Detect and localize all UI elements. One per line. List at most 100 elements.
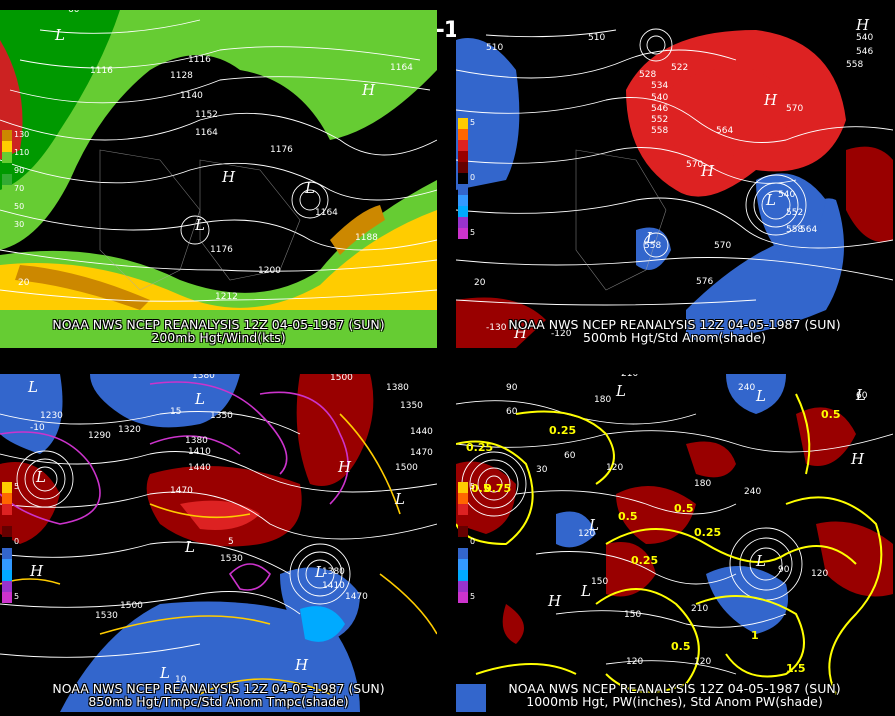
- low-marker: L: [588, 516, 599, 534]
- legend-label: 5: [470, 482, 476, 491]
- high-marker: H: [29, 562, 44, 580]
- contour-label: 1470: [345, 592, 368, 602]
- high-marker: H: [850, 450, 865, 468]
- high-marker: H: [221, 168, 236, 186]
- contour-label: 1500: [120, 601, 143, 611]
- panel-1000mb: 210 180 240 90 60 60 30 120 180 240 150 …: [456, 374, 893, 712]
- contour-label: 1212: [215, 292, 238, 302]
- low-marker: L: [27, 378, 38, 396]
- contour-label: 60: [506, 407, 518, 417]
- contour-label: 1350: [400, 401, 423, 411]
- legend-label: 5: [14, 592, 20, 601]
- contour-label: 564: [716, 126, 733, 136]
- high-marker: H: [763, 91, 778, 109]
- contour-label: 1200: [258, 266, 281, 276]
- contour-label: 1152: [195, 110, 218, 120]
- high-marker: H: [855, 16, 870, 34]
- legend-label: 0: [470, 173, 476, 182]
- high-marker: H: [513, 324, 528, 342]
- legend-anomaly: 5 0 5: [458, 118, 475, 239]
- low-marker: L: [755, 387, 766, 405]
- legend-label: 5: [470, 592, 476, 601]
- contour-label: 1176: [270, 145, 293, 155]
- pw-label: 0.5: [671, 640, 691, 653]
- low-marker: L: [580, 582, 591, 600]
- panel-500mb: 510 510 522 528 534 540 546 552 558 564 …: [456, 10, 893, 348]
- contour-label: 558: [651, 126, 668, 136]
- pw-label: 0.25: [694, 526, 721, 539]
- low-marker: L: [645, 229, 656, 247]
- contour-label: 180: [594, 395, 611, 405]
- low-marker: L: [394, 490, 405, 508]
- contour-label: 1410: [188, 447, 211, 457]
- contour-label: 240: [744, 487, 761, 497]
- contour-label: 240: [738, 383, 755, 393]
- contour-label: 1380: [322, 567, 345, 577]
- corner-value: -130: [486, 323, 507, 333]
- contour-label: 1530: [220, 554, 243, 564]
- contour-label: 1380: [192, 374, 215, 381]
- pw-label: 0.25: [466, 441, 493, 454]
- low-marker: L: [855, 386, 866, 404]
- low-marker: L: [314, 563, 325, 581]
- contour-label: 180: [694, 479, 711, 489]
- contour-label: 1176: [210, 245, 233, 255]
- pw-label: 0.5: [674, 502, 694, 515]
- low-marker: L: [194, 390, 205, 408]
- contour-label: 1116: [188, 55, 211, 65]
- temp-label: -10: [30, 423, 45, 433]
- low-marker: L: [194, 216, 205, 234]
- legend-wind: 130 110 90 70 50 30: [2, 130, 29, 229]
- panel-500mb-map: 510 510 522 528 534 540 546 552 558 564 …: [456, 10, 893, 348]
- contour-label: 120: [811, 569, 828, 579]
- pw-label: 0.75: [484, 482, 511, 495]
- contour-label: 210: [691, 604, 708, 614]
- contour-label: 510: [486, 43, 503, 53]
- contour-label: 558: [644, 241, 661, 251]
- contour-label: 1230: [40, 411, 63, 421]
- contour-label: 1380: [386, 383, 409, 393]
- contour-label: 60: [564, 451, 576, 461]
- contour-label: 540: [651, 93, 668, 103]
- contour-label: 534: [651, 81, 668, 91]
- panel-1000mb-map: 210 180 240 90 60 60 30 120 180 240 150 …: [456, 374, 893, 712]
- temp-label: 15: [170, 407, 181, 417]
- legend-label: 50: [14, 202, 25, 211]
- legend-label: 90: [14, 166, 25, 175]
- contour-label: 1530: [95, 611, 118, 621]
- legend-label: 5: [470, 118, 476, 127]
- corner-value: -120: [551, 329, 572, 339]
- contour-label: 1320: [118, 425, 141, 435]
- contour-label: 1128: [170, 71, 193, 81]
- corner-value: 20: [18, 278, 30, 288]
- contour-label: 120: [694, 657, 711, 667]
- corner-value: 20: [474, 278, 486, 288]
- contour-label: 120: [606, 463, 623, 473]
- legend-label: 5: [470, 228, 476, 237]
- contour-label: 1440: [188, 463, 211, 473]
- contour-label: 558: [846, 60, 863, 70]
- contour-label: 552: [786, 208, 803, 218]
- contour-label: 90: [778, 565, 790, 575]
- panel-200mb: 1116 1116 1128 1140 1152 1164 1176 1164 …: [0, 10, 437, 348]
- contour-label: 1164: [315, 208, 338, 218]
- low-marker: L: [159, 664, 170, 682]
- contour-label: 522: [671, 63, 688, 73]
- contour-label: 528: [639, 70, 656, 80]
- contour-label: 510: [588, 33, 605, 43]
- contour-label: 1164: [195, 128, 218, 138]
- pw-label: 1: [751, 629, 759, 642]
- corner-value: 60: [68, 10, 80, 15]
- low-marker: L: [765, 191, 776, 209]
- contour-label: 1290: [88, 431, 111, 441]
- pw-label: 0.5: [471, 482, 491, 495]
- contour-label: 120: [578, 529, 595, 539]
- legend-label: 70: [14, 184, 25, 193]
- contour-label: 564: [800, 225, 817, 235]
- panel-850mb: 1380 1500 1380 1350 1440 1290 1230 1320 …: [0, 374, 437, 712]
- legend-anomaly: 5 0 5: [458, 482, 475, 603]
- contour-label: 558: [786, 225, 803, 235]
- pw-label: 0.25: [549, 424, 576, 437]
- contour-label: 1380: [185, 436, 208, 446]
- contour-label: 1116: [90, 66, 113, 76]
